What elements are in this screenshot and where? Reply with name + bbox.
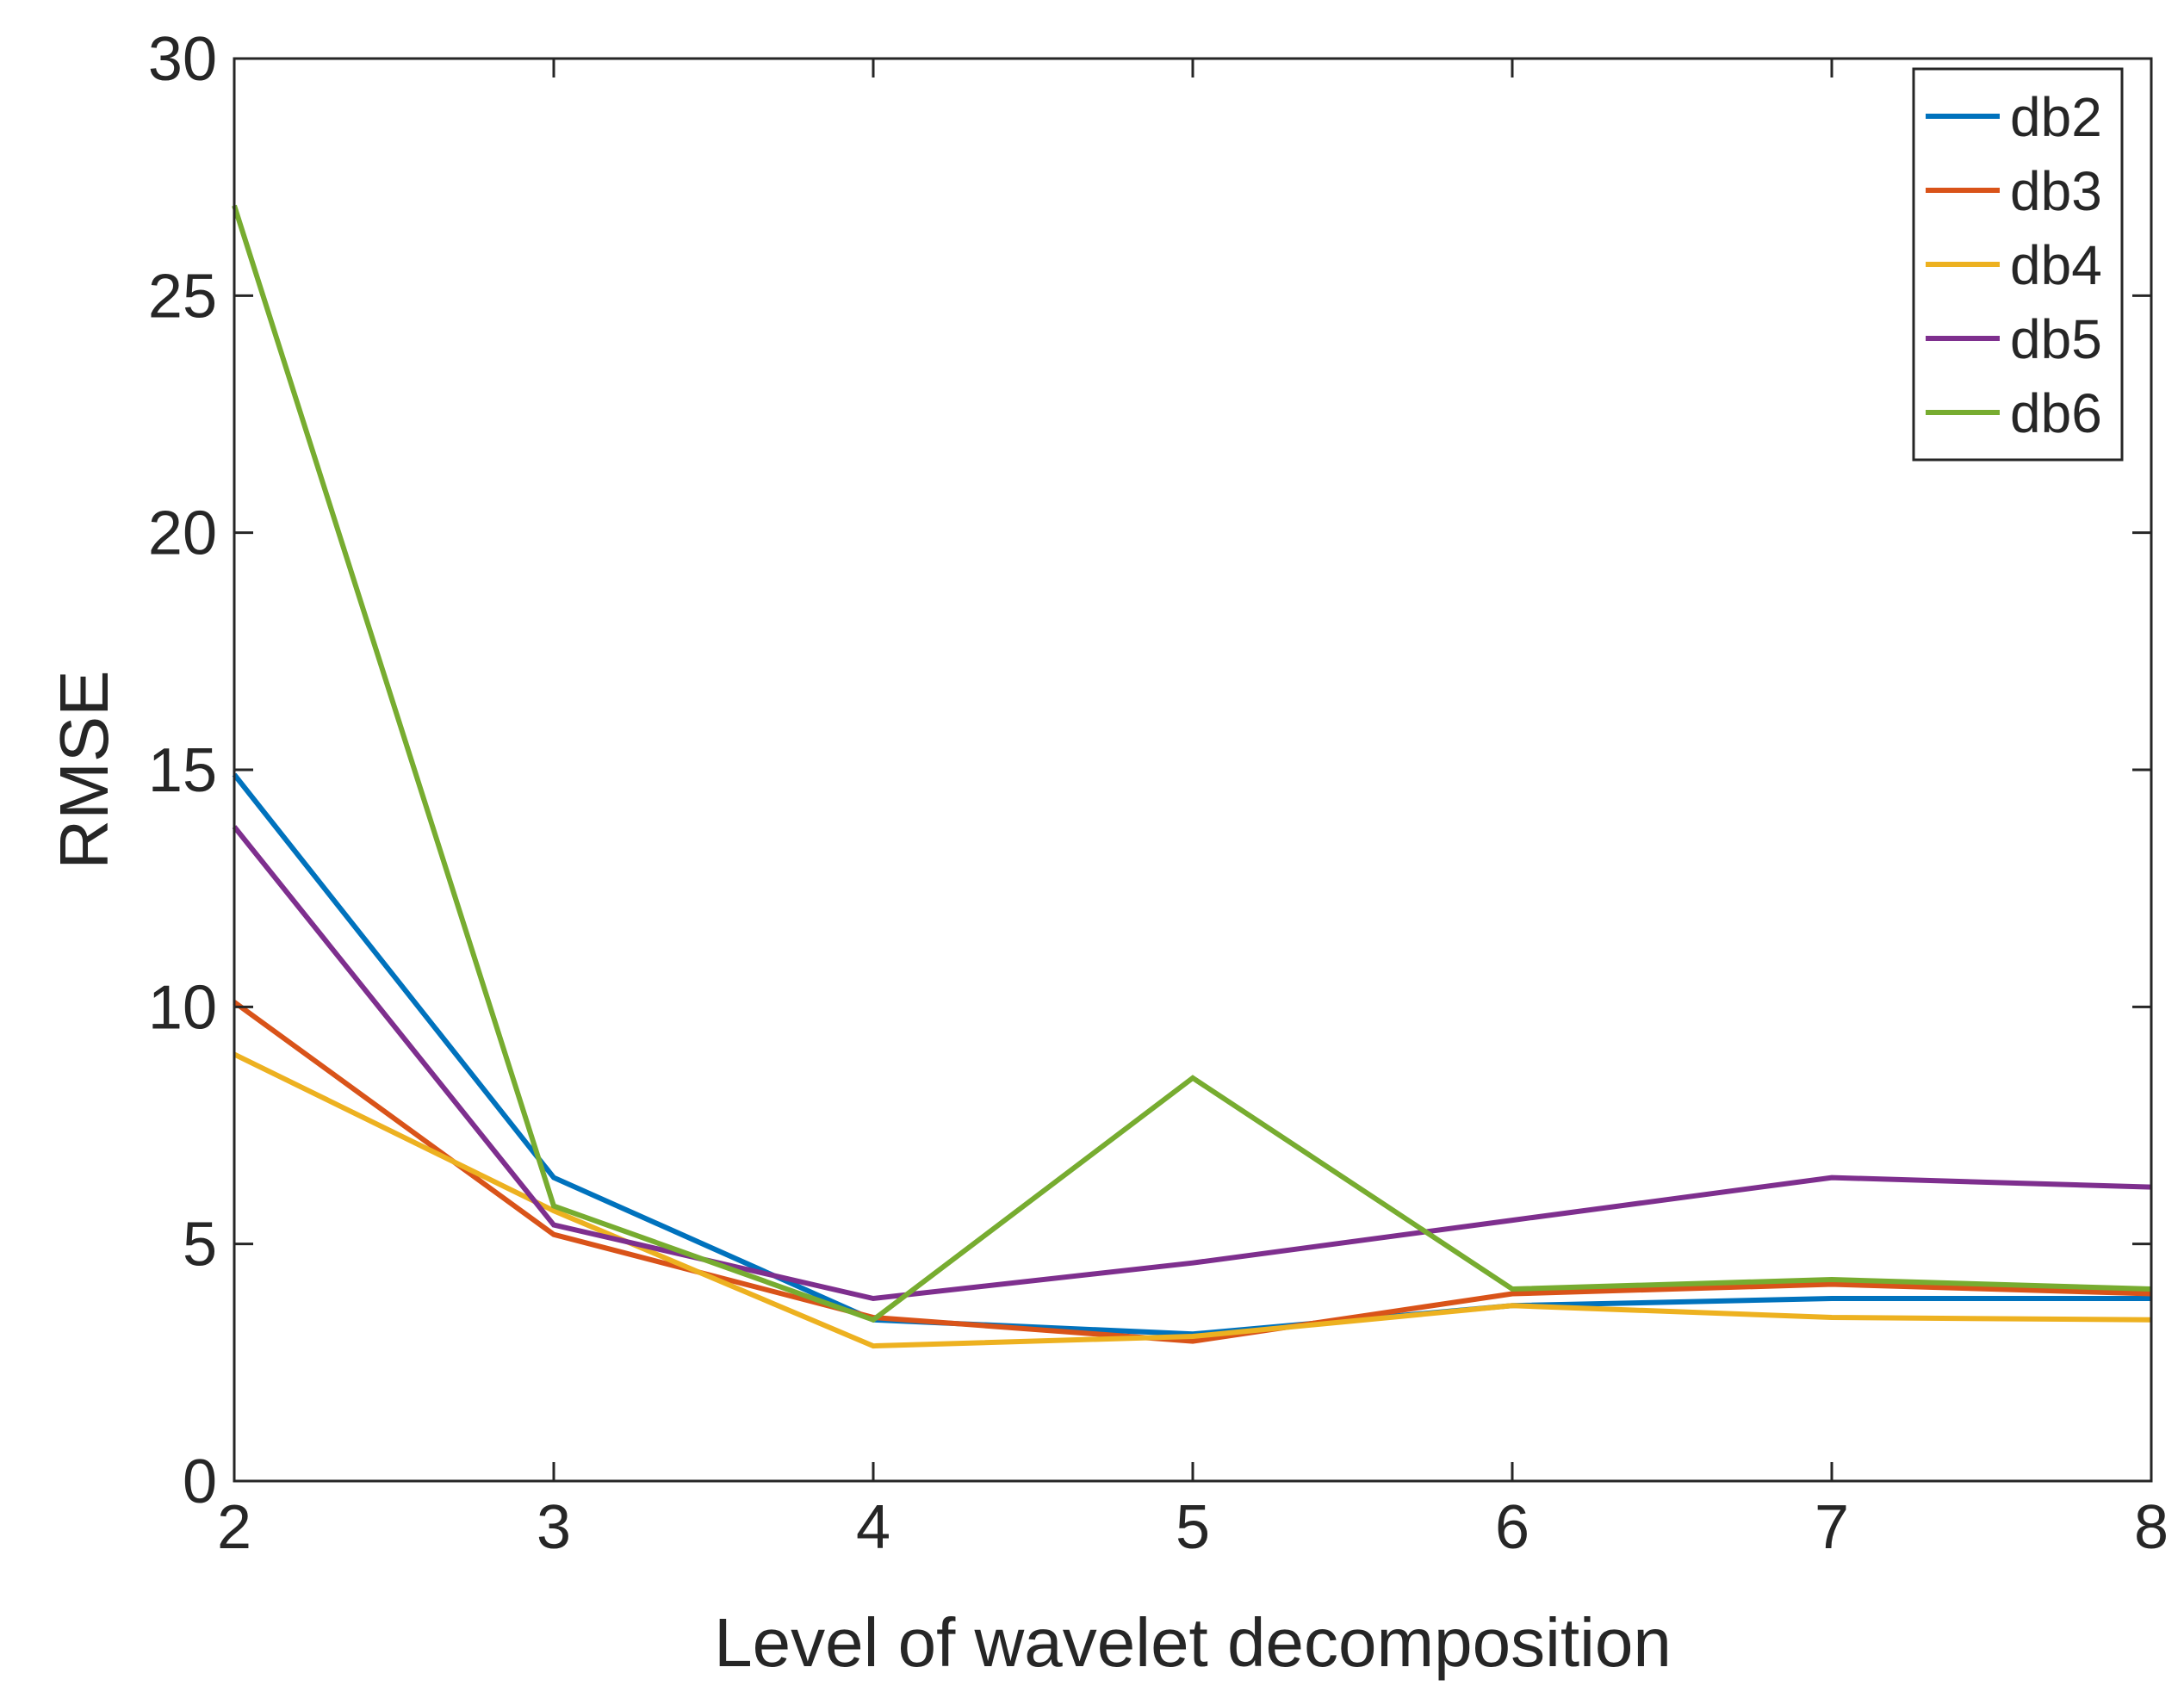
plot-area (234, 59, 2151, 1481)
y-axis-title: RMSE (46, 670, 122, 869)
y-tick-label: 15 (148, 736, 217, 805)
legend-label-db2: db2 (2010, 86, 2102, 148)
y-tick-label: 5 (183, 1211, 217, 1280)
x-tick-label: 3 (537, 1493, 571, 1562)
x-tick-label: 4 (856, 1493, 890, 1562)
y-tick-label: 20 (148, 499, 217, 568)
x-tick-label: 7 (1815, 1493, 1849, 1562)
y-tick-label: 0 (183, 1447, 217, 1516)
y-tick-label: 25 (148, 262, 217, 331)
x-tick-label: 6 (1495, 1493, 1529, 1562)
legend-label-db6: db6 (2010, 382, 2102, 444)
legend: db2 db3 db4 db5 db6 (1914, 69, 2122, 460)
legend-label-db3: db3 (2010, 160, 2102, 222)
legend-label-db5: db5 (2010, 308, 2102, 370)
y-tick-label: 30 (148, 25, 217, 94)
x-tick-label: 8 (2134, 1493, 2168, 1562)
x-tick-label: 2 (217, 1493, 251, 1562)
legend-label-db4: db4 (2010, 234, 2102, 296)
y-tick-label: 10 (148, 973, 217, 1042)
x-tick-label: 5 (1176, 1493, 1210, 1562)
x-axis-title: Level of wavelet decomposition (714, 1604, 1672, 1681)
